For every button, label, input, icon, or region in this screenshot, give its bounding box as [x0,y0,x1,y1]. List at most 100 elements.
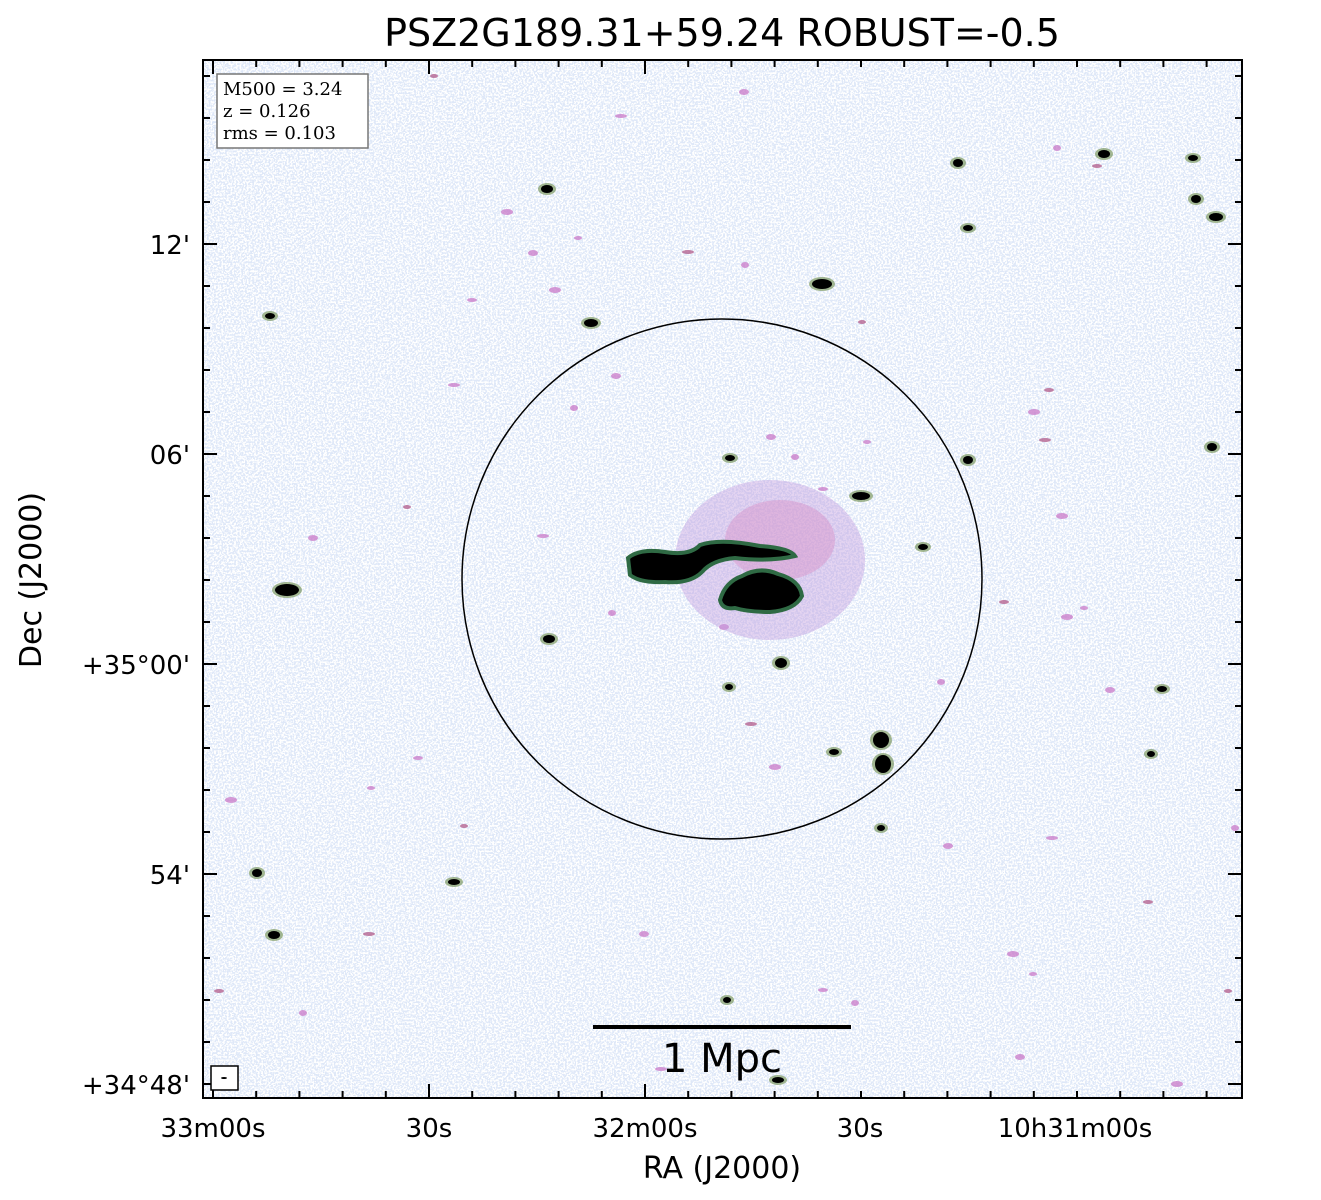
info-m500: M500 = 3.24 [223,79,342,100]
compact-source [1209,213,1223,221]
faint-source [413,756,423,760]
info-box-frame [216,73,369,149]
radio-sources [214,74,1239,1087]
faint-source [363,932,375,936]
faint-source [1143,900,1153,904]
faint-source [682,250,694,254]
faint-source [1039,438,1051,442]
scale-bar: 1 Mpc [593,1025,851,1082]
compact-source [963,225,973,231]
x-tick-label: 30s [837,1114,884,1144]
faint-source [1007,951,1019,957]
y-tick-label: 12' [150,231,190,261]
faint-source [1046,836,1058,840]
faint-source [225,797,237,803]
faint-source [460,824,468,828]
faint-source [1080,606,1088,610]
compact-source [268,931,280,939]
faint-source [766,434,776,440]
info-redshift: z = 0.126 [223,101,311,122]
compact-source [1207,443,1217,451]
y-tick-label: +35°00' [82,651,190,681]
plot-area [203,60,1242,1098]
scale-bar-label: 1 Mpc [662,1036,782,1082]
tailed-source [625,539,799,585]
x-tick-label: 30s [406,1114,453,1144]
faint-source [739,89,749,95]
faint-source [863,440,871,444]
faint-source [851,1000,859,1006]
x-tick-labels: 33m00s 30s 32m00s 30s 10h31m00s [160,1114,1152,1144]
compact-source [252,869,262,877]
x-tick-label: 10h31m00s [998,1114,1153,1144]
faint-source [299,1010,307,1016]
compact-source [275,584,299,596]
compact-source [852,492,870,500]
faint-source [1056,513,1068,519]
info-box: M500 = 3.24 z = 0.126 rms = 0.103 [216,73,369,149]
faint-source [1092,164,1102,168]
r500-circle [461,318,983,840]
central-cluster-emission [625,480,865,640]
faint-source [1224,989,1232,993]
faint-source [1105,687,1115,693]
faint-source [570,405,578,411]
compact-source [265,313,275,319]
compact-source [953,159,963,167]
compact-source [541,185,553,193]
faint-source [574,236,582,240]
noise-texture [203,60,1242,1098]
compact-source [723,997,731,1003]
compact-source [1098,150,1110,158]
beam-indicator [210,1065,239,1091]
faint-source [1171,1081,1183,1087]
faint-source [937,679,945,685]
chart-title: PSZ2G189.31+59.24 ROBUST=-0.5 [384,11,1060,55]
faint-source [549,287,561,293]
compact-source [963,456,973,464]
x-tick-label: 33m00s [160,1114,265,1144]
faint-source [1231,825,1239,831]
compact-source [829,749,839,755]
faint-source [1044,388,1054,392]
faint-source [1029,972,1037,976]
diffuse-halo-core [725,500,835,580]
compact-source [775,658,787,668]
faint-source [818,487,828,491]
y-axis-label: Dec (J2000) [14,492,49,668]
faint-source [403,505,411,509]
beam-ellipse [221,1077,227,1079]
faint-source [741,262,749,268]
compact-source [877,825,885,831]
compact-source [812,279,832,289]
faint-source [1061,614,1073,620]
compact-source [725,455,735,461]
compact-source [584,319,598,327]
faint-source [615,114,627,118]
compact-source [543,635,555,643]
compact-source [918,544,928,550]
faint-source [528,250,538,256]
compact-source [1191,195,1201,203]
compact-source [1188,155,1198,161]
faint-source [308,535,318,541]
faint-source [791,454,799,460]
faint-source [1053,145,1061,151]
compact-source [725,684,733,690]
faint-source [999,600,1009,604]
faint-source [858,320,866,324]
y-tick-label: 06' [150,441,190,471]
x-axis-label: RA (J2000) [643,1151,801,1186]
faint-source [537,534,549,538]
faint-source [655,1067,667,1071]
faint-source [769,764,781,770]
faint-source [818,988,828,992]
tick-marks [203,60,1242,1098]
faint-source [467,298,477,302]
faint-source [719,624,729,630]
compact-source [772,1077,784,1083]
compact-source [1157,686,1167,692]
y-tick-labels: +34°48' 54' +35°00' 06' 12' [82,231,190,1101]
compact-source [448,879,460,885]
